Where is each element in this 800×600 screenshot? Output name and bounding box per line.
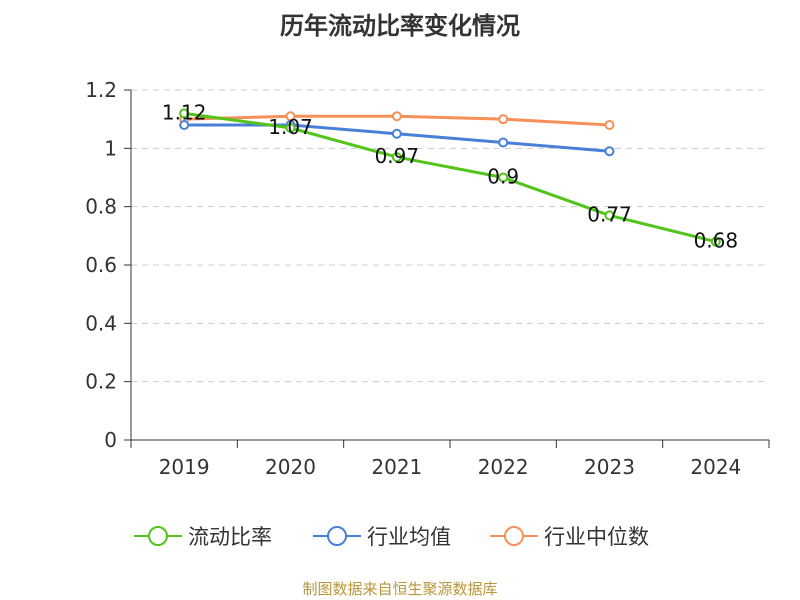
data-point (391, 111, 402, 122)
chart-title: 历年流动比率变化情况 (280, 12, 520, 40)
x-tick-label: 2022 (478, 455, 529, 479)
data-point (179, 120, 190, 130)
x-tick-label: 2021 (371, 455, 422, 479)
data-point (391, 152, 402, 163)
x-tick-label: 2023 (584, 455, 635, 479)
data-point (498, 172, 509, 183)
data-point (391, 128, 402, 139)
data-point (285, 122, 296, 133)
legend-line-marker-icon (313, 526, 361, 546)
data-point (498, 137, 509, 148)
data-point (710, 236, 721, 247)
data-label: 0.9 (487, 165, 519, 189)
data-label: 1.07 (268, 115, 313, 139)
x-tick-label: 2020 (265, 455, 316, 479)
data-point (179, 108, 190, 119)
chart-legend: 流动比率 行业均值 行业中位数 (0, 520, 800, 552)
legend-line-marker-icon (134, 526, 182, 546)
data-point (604, 146, 615, 157)
x-tick-label: 2024 (690, 455, 741, 479)
legend-label: 流动比率 (188, 525, 272, 549)
data-label: 0.97 (375, 144, 420, 168)
y-tick-label: 1.2 (85, 78, 117, 102)
data-label: 0.68 (694, 229, 739, 253)
data-point (604, 120, 615, 130)
y-tick-label: 0.6 (85, 253, 117, 277)
legend-label: 行业均值 (367, 525, 451, 549)
legend-line-marker-icon (490, 526, 538, 546)
y-tick-label: 1 (104, 136, 117, 160)
data-point (498, 114, 509, 125)
data-point (604, 210, 615, 221)
series-line (183, 111, 717, 244)
y-tick-label: 0.4 (85, 311, 117, 335)
y-tick-label: 0.8 (85, 195, 117, 219)
y-tick-label: 0.2 (85, 370, 117, 394)
legend-item-current-ratio[interactable]: 流动比率 (134, 520, 272, 552)
x-tick-label: 2019 (159, 455, 210, 479)
data-source-note: 制图数据来自恒生聚源数据库 (302, 580, 498, 598)
legend-item-industry-mean[interactable]: 行业均值 (313, 520, 451, 552)
legend-label: 行业中位数 (544, 525, 649, 549)
data-label: 1.12 (162, 100, 207, 124)
data-label: 0.77 (587, 202, 632, 226)
y-tick-label: 0 (104, 428, 117, 452)
legend-item-industry-median[interactable]: 行业中位数 (490, 520, 649, 552)
